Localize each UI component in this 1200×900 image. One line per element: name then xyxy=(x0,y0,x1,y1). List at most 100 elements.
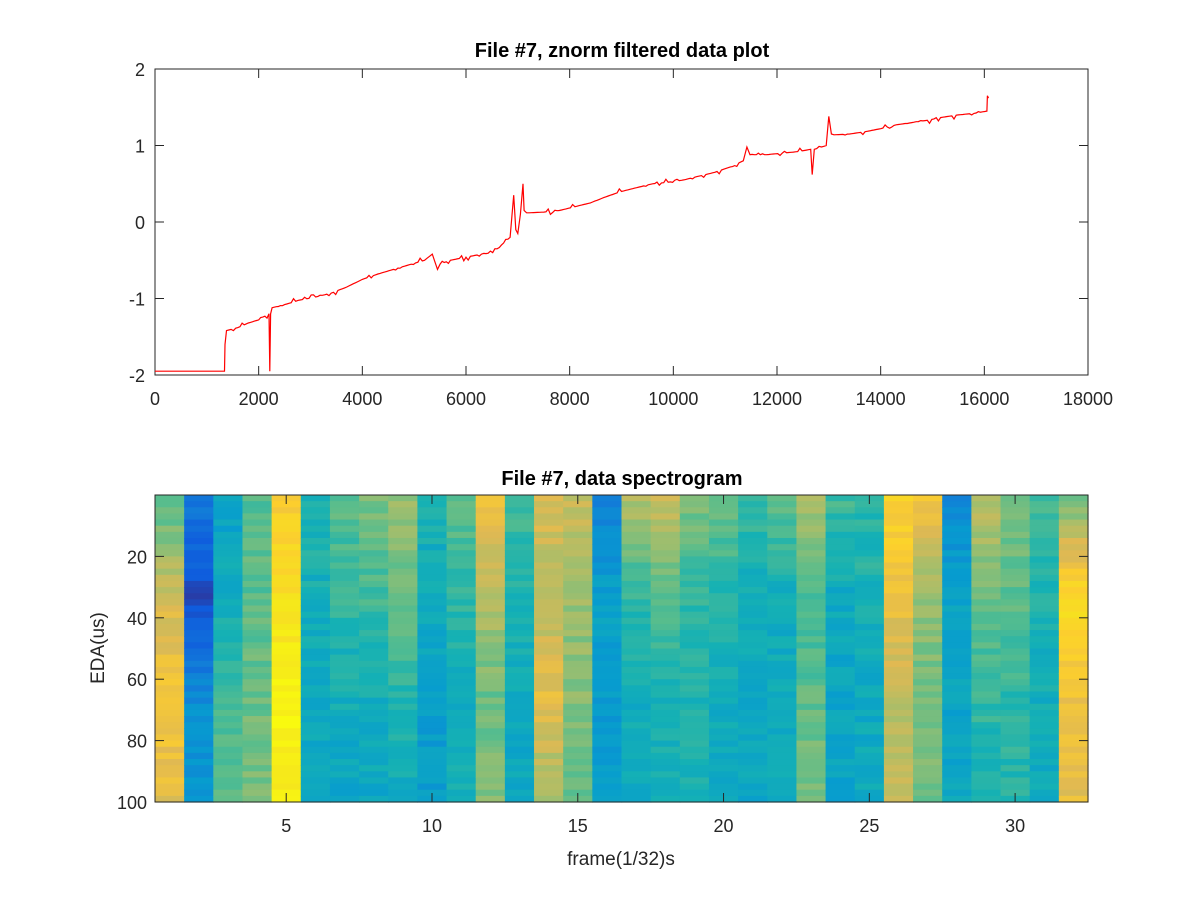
spectrogram-cell xyxy=(504,691,535,699)
spectrogram-cell xyxy=(359,562,389,570)
spectrogram-cell xyxy=(679,722,710,729)
spectrogram-cell xyxy=(475,513,506,521)
spectrogram-cell xyxy=(359,697,389,705)
spectrogram-cell xyxy=(563,648,593,656)
spectrogram-cell xyxy=(155,795,185,803)
spectrogram-cell xyxy=(796,593,827,600)
spectrogram-cell xyxy=(679,568,710,576)
spectrogram-cell xyxy=(1000,550,1031,557)
spectrogram-cell xyxy=(971,495,1002,502)
spectrogram-cell xyxy=(825,654,856,662)
spectrogram-cell xyxy=(359,568,389,576)
spectrogram-cell xyxy=(213,709,244,717)
spectrogram-cell xyxy=(359,636,389,643)
spectrogram-cell xyxy=(329,716,360,723)
spectrogram-cell xyxy=(767,556,798,564)
spectrogram-cell xyxy=(883,685,914,693)
spectrogram-cell xyxy=(1000,593,1031,600)
spectrogram-cell xyxy=(942,765,972,772)
spectrogram-cell xyxy=(475,709,506,717)
spectrogram-cell xyxy=(329,544,360,551)
spectrogram-cell xyxy=(1058,752,1089,760)
spectrogram-cell xyxy=(854,709,885,717)
spectrogram-cell xyxy=(271,507,302,515)
spectrogram-cell xyxy=(679,734,710,742)
spectrogram-cell xyxy=(242,795,273,803)
spectrogram-cell xyxy=(913,697,943,705)
spectrogram-cell xyxy=(271,759,302,766)
spectrogram-cell xyxy=(359,789,389,797)
spectrogram-cell xyxy=(300,611,331,619)
spectrogram-cell xyxy=(738,648,768,656)
spectrogram-cell xyxy=(767,580,798,588)
spectrogram-cell xyxy=(563,734,593,742)
spectrogram-cell xyxy=(213,636,244,643)
spectrogram-cell xyxy=(300,507,331,515)
spectrogram-cell xyxy=(563,752,593,760)
spectrogram-cell xyxy=(738,519,768,527)
spectrogram-cell xyxy=(534,544,564,551)
spectrogram-cell xyxy=(679,580,710,588)
spectrogram-cell xyxy=(242,599,273,607)
spectrogram-cell xyxy=(417,587,448,594)
spectrogram-cell xyxy=(184,795,214,803)
spectrogram-cell xyxy=(475,673,506,680)
spectrogram-cell xyxy=(155,495,185,502)
spectrogram-cell xyxy=(300,654,331,662)
spectrogram-cell xyxy=(417,636,448,643)
spectrogram-cell xyxy=(825,507,856,515)
spectrogram-cell xyxy=(329,550,360,557)
spectrogram-cell xyxy=(767,703,798,711)
spectrogram-cell xyxy=(1058,507,1089,515)
spectrogram-cell xyxy=(417,556,448,564)
spectrogram-cell xyxy=(796,759,827,766)
spectrogram-cell xyxy=(504,697,535,705)
spectrogram-cell xyxy=(359,654,389,662)
spectrogram-cell xyxy=(242,777,273,785)
spectrogram-cell xyxy=(854,611,885,619)
spectrogram-cell xyxy=(942,740,972,748)
spectrogram-cell xyxy=(1029,574,1060,582)
spectrogram-cell xyxy=(621,654,652,662)
spectrogram-cell xyxy=(621,783,652,791)
spectrogram-cell xyxy=(1058,789,1089,797)
spectrogram-cell xyxy=(913,746,943,754)
spectrogram-cell xyxy=(446,642,477,650)
spectrogram-cell xyxy=(329,752,360,760)
spectrogram-cell xyxy=(504,636,535,643)
spectrogram-cell xyxy=(650,746,681,754)
spectrogram-cell xyxy=(738,568,768,576)
spectrogram-cell xyxy=(1029,777,1060,785)
spectrogram-cell xyxy=(971,777,1002,785)
spectrogram-cell xyxy=(1029,513,1060,521)
spectrogram-cell xyxy=(738,722,768,729)
spectrogram-cell xyxy=(242,642,273,650)
spectrogram-cell xyxy=(1058,537,1089,545)
spectrogram-cell xyxy=(621,777,652,785)
spectrogram-cell xyxy=(971,673,1002,680)
spectrogram-cell xyxy=(767,734,798,742)
spectrogram-cell xyxy=(708,574,739,582)
spectrogram-cell xyxy=(388,777,419,785)
spectrogram-cell xyxy=(155,556,185,564)
spectrogram-cell xyxy=(913,648,943,656)
spectrogram-cell xyxy=(329,660,360,668)
spectrogram-cell xyxy=(155,568,185,576)
spectrogram-cell xyxy=(504,746,535,754)
spectrogram-cell xyxy=(300,544,331,551)
spectrogram-cell xyxy=(300,746,331,754)
spectrogram-cell xyxy=(621,623,652,631)
spectrogram-cell xyxy=(1029,648,1060,656)
spectrogram-cell xyxy=(738,587,768,594)
spectrogram-cell xyxy=(504,783,535,791)
spectrogram-cell xyxy=(854,623,885,631)
spectrogram-cell xyxy=(913,580,943,588)
spectrogram-cell xyxy=(971,537,1002,545)
spectrogram-cell xyxy=(271,525,302,533)
spectrogram-cell xyxy=(767,697,798,705)
spectrogram-cell xyxy=(1058,574,1089,582)
spectrogram-cell xyxy=(621,789,652,797)
spectrogram-cell xyxy=(767,531,798,539)
spectrogram-cell xyxy=(504,716,535,723)
spectrogram-cell xyxy=(359,642,389,650)
